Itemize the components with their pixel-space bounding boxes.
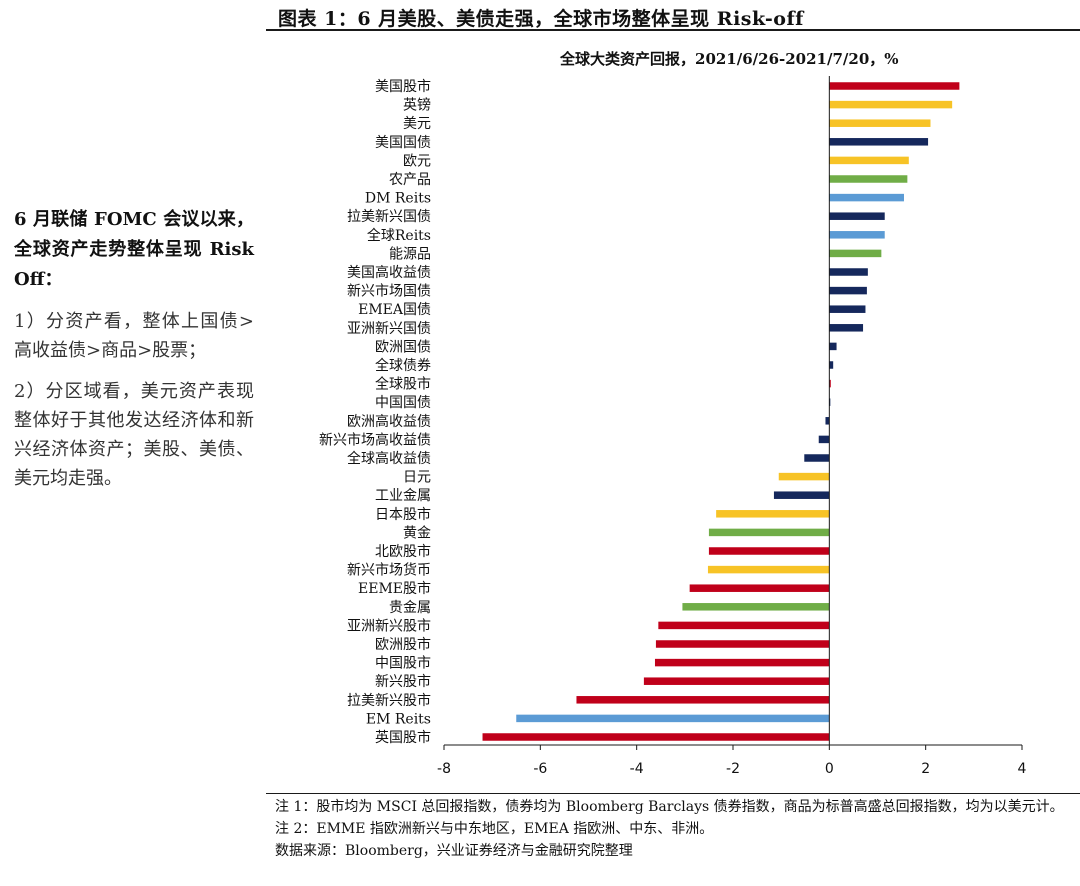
- bar-34: [516, 714, 830, 723]
- bar-15: [829, 361, 834, 369]
- category-label-11: 新兴市场国债: [347, 283, 431, 300]
- category-label-28: 贵金属: [389, 600, 431, 616]
- footnotes: 注 1：股市均为 MSCI 总回报指数，债券均为 Bloomberg Barcl…: [275, 796, 1075, 862]
- category-label-35: 英国股市: [375, 729, 431, 746]
- bar-5: [829, 175, 908, 183]
- category-label-2: 美元: [403, 116, 431, 132]
- x-tick-label-4: 0: [825, 761, 834, 777]
- bar-31: [654, 658, 830, 667]
- category-label-21: 日元: [403, 470, 431, 486]
- category-label-22: 工业金属: [375, 488, 431, 504]
- category-label-18: 欧洲高收益债: [347, 413, 431, 430]
- footnote-1: 注 1：股市均为 MSCI 总回报指数，债券均为 Bloomberg Barcl…: [275, 799, 1064, 815]
- bar-8: [829, 231, 885, 239]
- bar-21: [778, 472, 830, 481]
- chart-title: 全球大类资产回报，2021/6/26-2021/7/20，%: [560, 50, 899, 68]
- category-label-15: 全球债券: [375, 357, 431, 374]
- bar-13: [829, 324, 864, 332]
- footnote-2: 注 2：EMME 指欧洲新兴与中东地区，EMEA 指欧洲、中东、非洲。: [275, 821, 714, 837]
- bar-10: [829, 268, 868, 276]
- bar-9: [829, 249, 882, 258]
- sidebar-heading: 6 月联储 FOMC 会议以来，全球资产走势整体呈现 Risk Off：: [14, 209, 254, 290]
- category-label-13: 亚洲新兴国债: [347, 321, 431, 337]
- sidebar-point-1: 1）分资产看，整体上国债>高收益债>商品>股票；: [14, 311, 254, 361]
- x-tick-label-5: 2: [921, 761, 930, 777]
- category-label-1: 英镑: [403, 97, 431, 114]
- category-label-23: 日本股市: [375, 506, 431, 523]
- category-label-0: 美国股市: [375, 78, 431, 95]
- category-label-7: 拉美新兴国债: [347, 209, 431, 225]
- category-label-4: 欧元: [403, 153, 431, 169]
- footer-rule: [266, 793, 1080, 794]
- category-label-31: 中国股市: [375, 655, 431, 672]
- category-label-20: 全球高收益债: [347, 450, 431, 467]
- category-label-6: DM Reits: [365, 191, 431, 207]
- bar-14: [829, 342, 837, 351]
- bar-20: [804, 454, 830, 462]
- bar-23: [716, 510, 830, 518]
- bar-12: [829, 305, 866, 313]
- x-tick-label-3: -2: [726, 761, 740, 777]
- bar-28: [682, 603, 830, 611]
- category-label-12: EMEA国债: [358, 302, 431, 318]
- bar-27: [689, 584, 830, 592]
- data-source-note: 数据来源：Bloomberg，兴业证券经济与金融研究院整理: [275, 843, 633, 859]
- bar-4: [829, 156, 909, 165]
- figure-title: 图表 1：6 月美股、美债走强，全球市场整体呈现 Risk-off: [278, 8, 804, 30]
- bar-32: [643, 677, 830, 685]
- category-label-29: 亚洲新兴股市: [347, 617, 431, 634]
- title-rule: [266, 29, 1080, 31]
- x-tick-label-2: -4: [630, 761, 644, 777]
- sidebar-point-2: 2）分区域看，美元资产表现整体好于其他发达经济体和新兴经济体资产；美股、美债、美…: [14, 381, 254, 489]
- category-label-32: 新兴股市: [375, 673, 431, 690]
- category-label-19: 新兴市场高收益债: [319, 431, 431, 448]
- x-tick-label-1: -6: [533, 761, 547, 777]
- category-label-14: 欧洲国债: [375, 339, 431, 355]
- bar-29: [658, 621, 830, 630]
- bars-layer: [482, 82, 960, 741]
- bar-7: [829, 212, 885, 220]
- category-label-8: 全球Reits: [367, 227, 431, 244]
- bar-35: [482, 733, 830, 741]
- category-label-27: EEME股市: [358, 580, 431, 597]
- category-label-34: EM Reits: [366, 711, 431, 727]
- bar-30: [655, 640, 830, 648]
- category-label-33: 拉美新兴股市: [347, 692, 431, 709]
- category-label-24: 黄金: [403, 524, 431, 541]
- category-label-10: 美国高收益债: [347, 264, 431, 281]
- category-label-30: 欧洲股市: [375, 636, 431, 653]
- bar-6: [829, 193, 904, 202]
- bar-16: [829, 379, 831, 388]
- bar-25: [708, 547, 830, 555]
- bar-3: [829, 138, 929, 146]
- bar-24: [708, 528, 830, 537]
- x-tick-label-6: 4: [1018, 761, 1027, 777]
- bar-1: [829, 100, 953, 109]
- bar-26: [707, 565, 830, 574]
- bar-33: [576, 696, 830, 704]
- bar-0: [829, 82, 960, 90]
- x-tick-label-0: -8: [437, 761, 451, 777]
- category-label-17: 中国国债: [375, 395, 431, 411]
- bar-22: [773, 491, 830, 499]
- x-axis: -8 -6 -4 -2 0 2 4: [437, 76, 1027, 777]
- category-label-3: 美国国债: [375, 135, 431, 151]
- category-label-9: 能源品: [389, 246, 431, 262]
- bar-18: [825, 417, 830, 425]
- category-label-26: 新兴市场货币: [347, 562, 431, 579]
- category-label-16: 全球股市: [375, 376, 431, 393]
- sidebar-commentary: 6 月联储 FOMC 会议以来，全球资产走势整体呈现 Risk Off： 1）分…: [14, 205, 254, 505]
- category-label-5: 农产品: [389, 172, 431, 188]
- bar-19: [818, 435, 830, 444]
- category-label-25: 北欧股市: [375, 543, 431, 560]
- bar-2: [829, 119, 931, 127]
- bar-11: [829, 286, 867, 295]
